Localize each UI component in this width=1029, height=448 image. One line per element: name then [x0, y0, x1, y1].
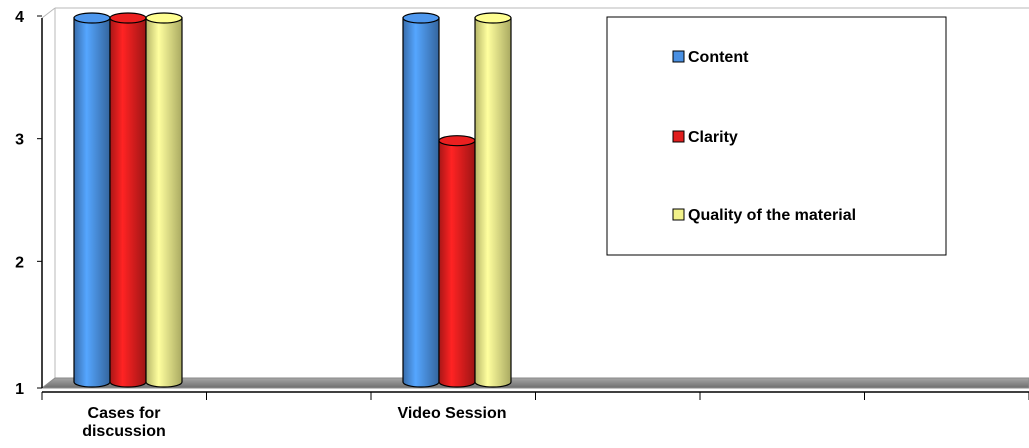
- legend-label: Clarity: [688, 129, 738, 146]
- y-tick-label: 1: [15, 381, 24, 398]
- legend-item: Content: [672, 49, 749, 66]
- x-ticks: [41, 392, 1029, 400]
- y-tick-label: 4: [15, 9, 24, 26]
- bar: [145, 12, 183, 388]
- legend-swatch: [672, 50, 685, 63]
- bar: [109, 12, 147, 388]
- legend-swatch: [672, 130, 685, 143]
- legend-box: [606, 16, 947, 256]
- legend: Content Clarity Quality of the material: [606, 16, 947, 256]
- bar: [402, 12, 440, 388]
- y-tick-label: 2: [15, 254, 24, 271]
- bars: [73, 12, 512, 388]
- plot-wall: [41, 7, 1029, 380]
- legend-label: Quality of the material: [688, 207, 856, 224]
- legend-items: Content Clarity Quality of the material: [672, 49, 856, 224]
- plot-floor: [40, 377, 1029, 389]
- bar: [438, 135, 476, 388]
- y-ticks: 1 2 3 4: [15, 9, 42, 398]
- bar: [73, 12, 111, 388]
- y-tick-label: 3: [15, 132, 24, 149]
- legend-item: Clarity: [672, 129, 738, 146]
- legend-swatch: [672, 208, 685, 221]
- legend-label: Content: [688, 49, 749, 66]
- legend-item: Quality of the material: [672, 207, 856, 224]
- bar: [474, 12, 512, 388]
- category-labels: Cases for discussion Video Session: [82, 405, 506, 440]
- category-label: Cases for discussion: [82, 405, 166, 440]
- category-label: Video Session: [397, 405, 506, 422]
